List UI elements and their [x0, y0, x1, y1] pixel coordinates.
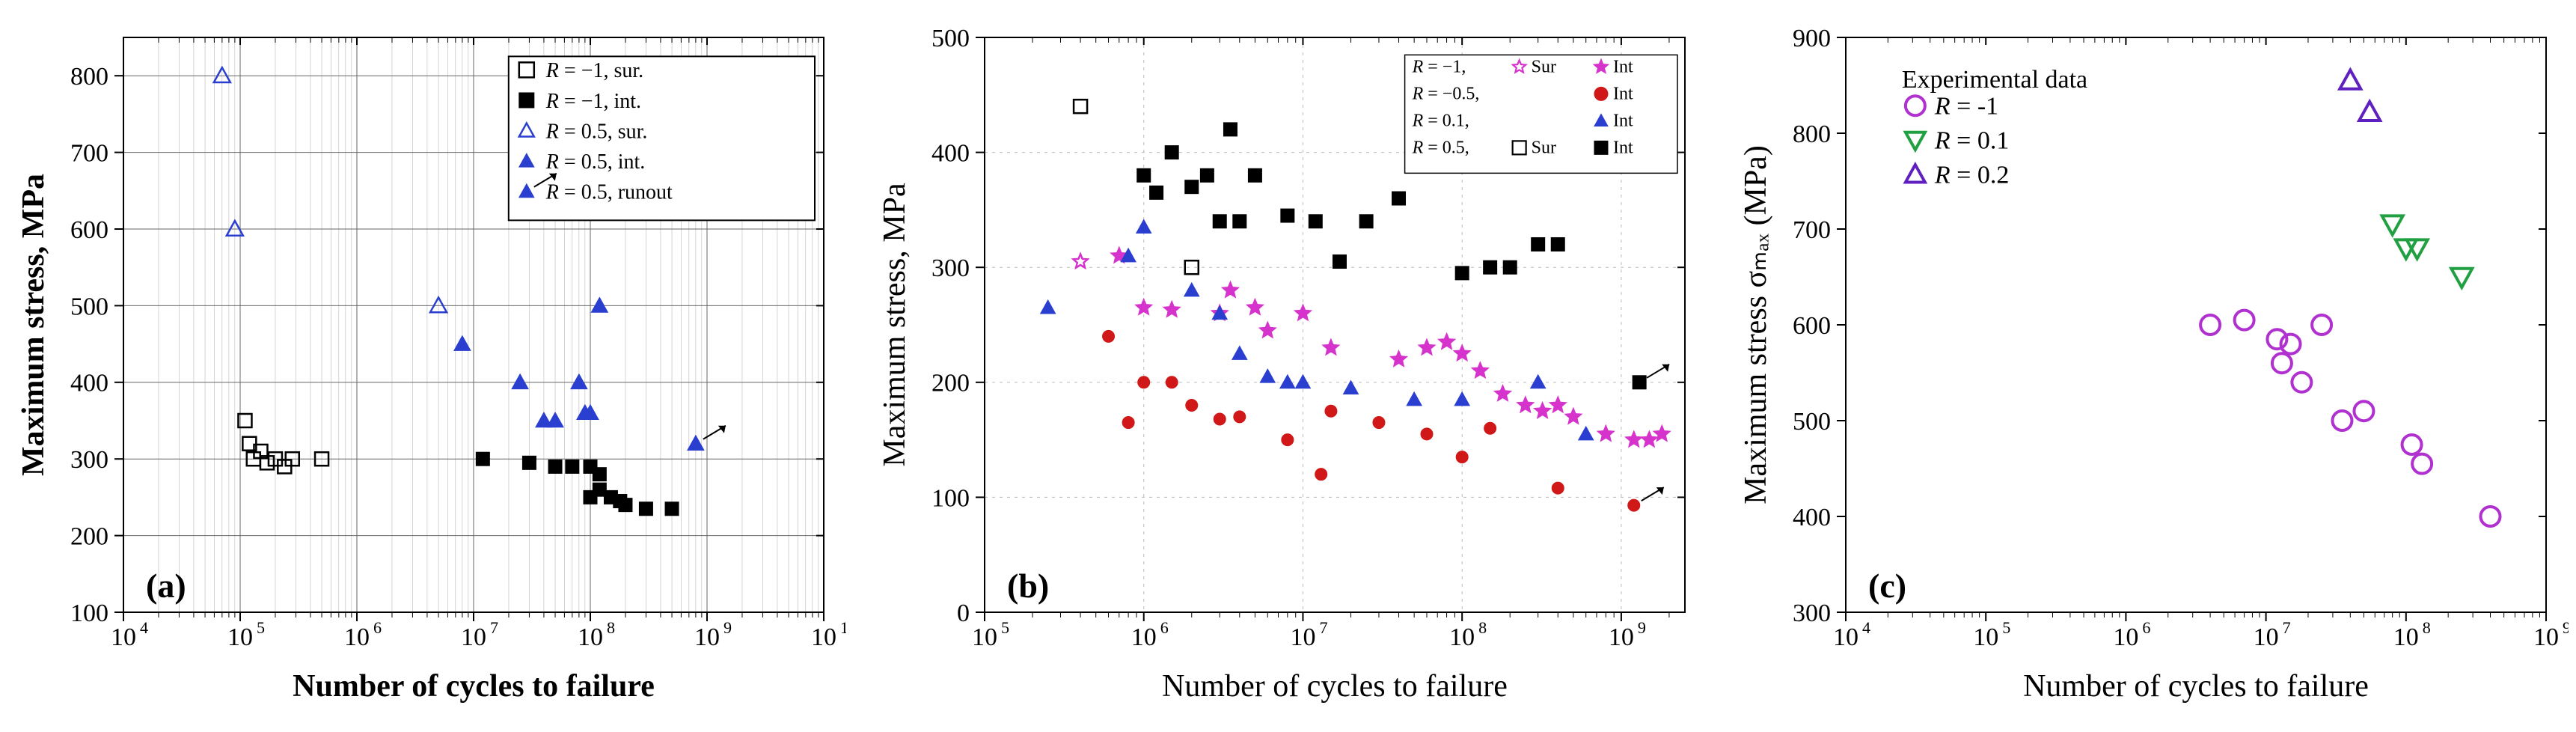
- svg-text:100: 100: [931, 484, 970, 512]
- svg-text:8: 8: [1478, 618, 1487, 637]
- svg-text:5: 5: [2002, 618, 2010, 637]
- svg-text:600: 600: [1793, 312, 1831, 340]
- svg-text:10: 10: [694, 623, 720, 651]
- svg-text:800: 800: [70, 63, 108, 91]
- svg-text:10: 10: [2533, 623, 2559, 651]
- x-axis-label: Number of cycles to failure: [293, 669, 655, 704]
- svg-text:Int: Int: [1613, 58, 1633, 77]
- svg-text:400: 400: [1793, 504, 1831, 531]
- chart-a: 1041051061071081091010100200300400500600…: [7, 15, 846, 717]
- svg-text:R = −0.5,: R = −0.5,: [1412, 85, 1480, 104]
- svg-text:8: 8: [607, 618, 615, 637]
- svg-text:R = 0.5, int.: R = 0.5, int.: [545, 150, 645, 174]
- panel-label: (b): [1007, 567, 1049, 605]
- svg-text:Int: Int: [1613, 85, 1633, 104]
- svg-text:10: 10: [111, 623, 136, 651]
- svg-text:10: 10: [578, 623, 603, 651]
- svg-text:10: 10: [840, 618, 846, 637]
- svg-text:200: 200: [70, 523, 108, 551]
- svg-text:10: 10: [461, 623, 486, 651]
- svg-text:9: 9: [2563, 618, 2569, 637]
- svg-text:5: 5: [257, 618, 265, 637]
- chart-c: 104105106107108109300400500600700800900N…: [1730, 15, 2569, 717]
- svg-text:Int: Int: [1613, 138, 1633, 158]
- svg-text:Sur: Sur: [1532, 58, 1556, 77]
- svg-text:R = 0.5,: R = 0.5,: [1412, 138, 1469, 158]
- svg-text:10: 10: [1609, 623, 1634, 651]
- svg-text:700: 700: [1793, 216, 1831, 244]
- svg-text:10: 10: [227, 623, 253, 651]
- svg-text:300: 300: [931, 254, 970, 282]
- x-axis-label: Number of cycles to failure: [2023, 669, 2369, 704]
- svg-text:Int: Int: [1613, 112, 1633, 131]
- svg-text:10: 10: [2393, 623, 2419, 651]
- svg-text:R = 0.5, sur.: R = 0.5, sur.: [545, 120, 648, 143]
- svg-text:7: 7: [1319, 618, 1327, 637]
- svg-text:10: 10: [1973, 623, 1998, 651]
- svg-text:R = 0.1: R = 0.1: [1934, 126, 2009, 154]
- svg-text:10: 10: [972, 623, 997, 651]
- svg-text:R = 0.5, runout: R = 0.5, runout: [545, 181, 673, 204]
- svg-text:300: 300: [1793, 600, 1831, 627]
- svg-text:R = −1,: R = −1,: [1412, 58, 1466, 77]
- svg-text:800: 800: [1793, 121, 1831, 148]
- y-axis-label: Maximum stress, MPa: [16, 174, 51, 476]
- y-axis-label: Maximum stress σₘₐₓ (MPa): [1739, 145, 1773, 504]
- legend-c: Experimental dataR = -1 R = 0.1 R = 0.2: [1902, 66, 2087, 189]
- svg-text:R = -1: R = -1: [1934, 92, 1998, 120]
- x-axis-label: Number of cycles to failure: [1162, 669, 1508, 704]
- svg-text:0: 0: [957, 600, 970, 627]
- figure-row: 1041051061071081091010100200300400500600…: [0, 0, 2576, 732]
- svg-text:200: 200: [931, 370, 970, 397]
- svg-text:10: 10: [2113, 623, 2138, 651]
- svg-text:700: 700: [70, 140, 108, 168]
- svg-text:10: 10: [1131, 623, 1157, 651]
- svg-text:10: 10: [344, 623, 370, 651]
- svg-text:500: 500: [931, 25, 970, 52]
- svg-text:6: 6: [1160, 618, 1169, 637]
- svg-text:9: 9: [723, 618, 732, 637]
- panel-label: (a): [146, 567, 186, 605]
- svg-text:4: 4: [140, 618, 148, 637]
- svg-text:8: 8: [2423, 618, 2431, 637]
- svg-text:R = 0.2: R = 0.2: [1934, 161, 2009, 189]
- legend-a: R = −1, sur. R = −1, int. R = 0.5, sur. R =…: [509, 56, 815, 220]
- panel-label: (c): [1868, 567, 1906, 605]
- svg-text:10: 10: [1833, 623, 1858, 651]
- svg-text:5: 5: [1001, 618, 1009, 637]
- svg-text:500: 500: [1793, 408, 1831, 436]
- svg-text:Experimental data: Experimental data: [1902, 66, 2087, 94]
- chart-b: 1051061071081090100200300400500Number of…: [869, 15, 1707, 717]
- svg-text:R = −1, int.: R = −1, int.: [545, 90, 641, 113]
- svg-text:10: 10: [1449, 623, 1475, 651]
- svg-text:6: 6: [373, 618, 382, 637]
- svg-text:500: 500: [70, 293, 108, 320]
- svg-text:Sur: Sur: [1532, 138, 1556, 158]
- svg-text:R = 0.1,: R = 0.1,: [1412, 112, 1469, 131]
- svg-text:10: 10: [811, 623, 836, 651]
- panel-a: 1041051061071081091010100200300400500600…: [7, 15, 846, 717]
- panel-c: 104105106107108109300400500600700800900N…: [1730, 15, 2569, 717]
- svg-text:4: 4: [1862, 618, 1870, 637]
- svg-text:6: 6: [2142, 618, 2150, 637]
- legend-b: R = −1, Sur Int R = −0.5, Int R = 0.1, Int R = …: [1405, 55, 1677, 173]
- svg-text:100: 100: [70, 600, 108, 627]
- svg-text:400: 400: [931, 140, 970, 168]
- svg-text:600: 600: [70, 216, 108, 244]
- svg-text:10: 10: [2254, 623, 2279, 651]
- svg-text:300: 300: [70, 446, 108, 474]
- svg-text:10: 10: [1290, 623, 1315, 651]
- panel-b: 1051061071081090100200300400500Number of…: [869, 15, 1707, 717]
- svg-text:R = −1, sur.: R = −1, sur.: [545, 59, 643, 82]
- y-axis-label: Maximum stress, MPa: [878, 183, 912, 467]
- svg-text:400: 400: [70, 370, 108, 397]
- svg-text:7: 7: [490, 618, 498, 637]
- svg-text:9: 9: [1638, 618, 1646, 637]
- svg-text:900: 900: [1793, 25, 1831, 52]
- svg-text:7: 7: [2283, 618, 2291, 637]
